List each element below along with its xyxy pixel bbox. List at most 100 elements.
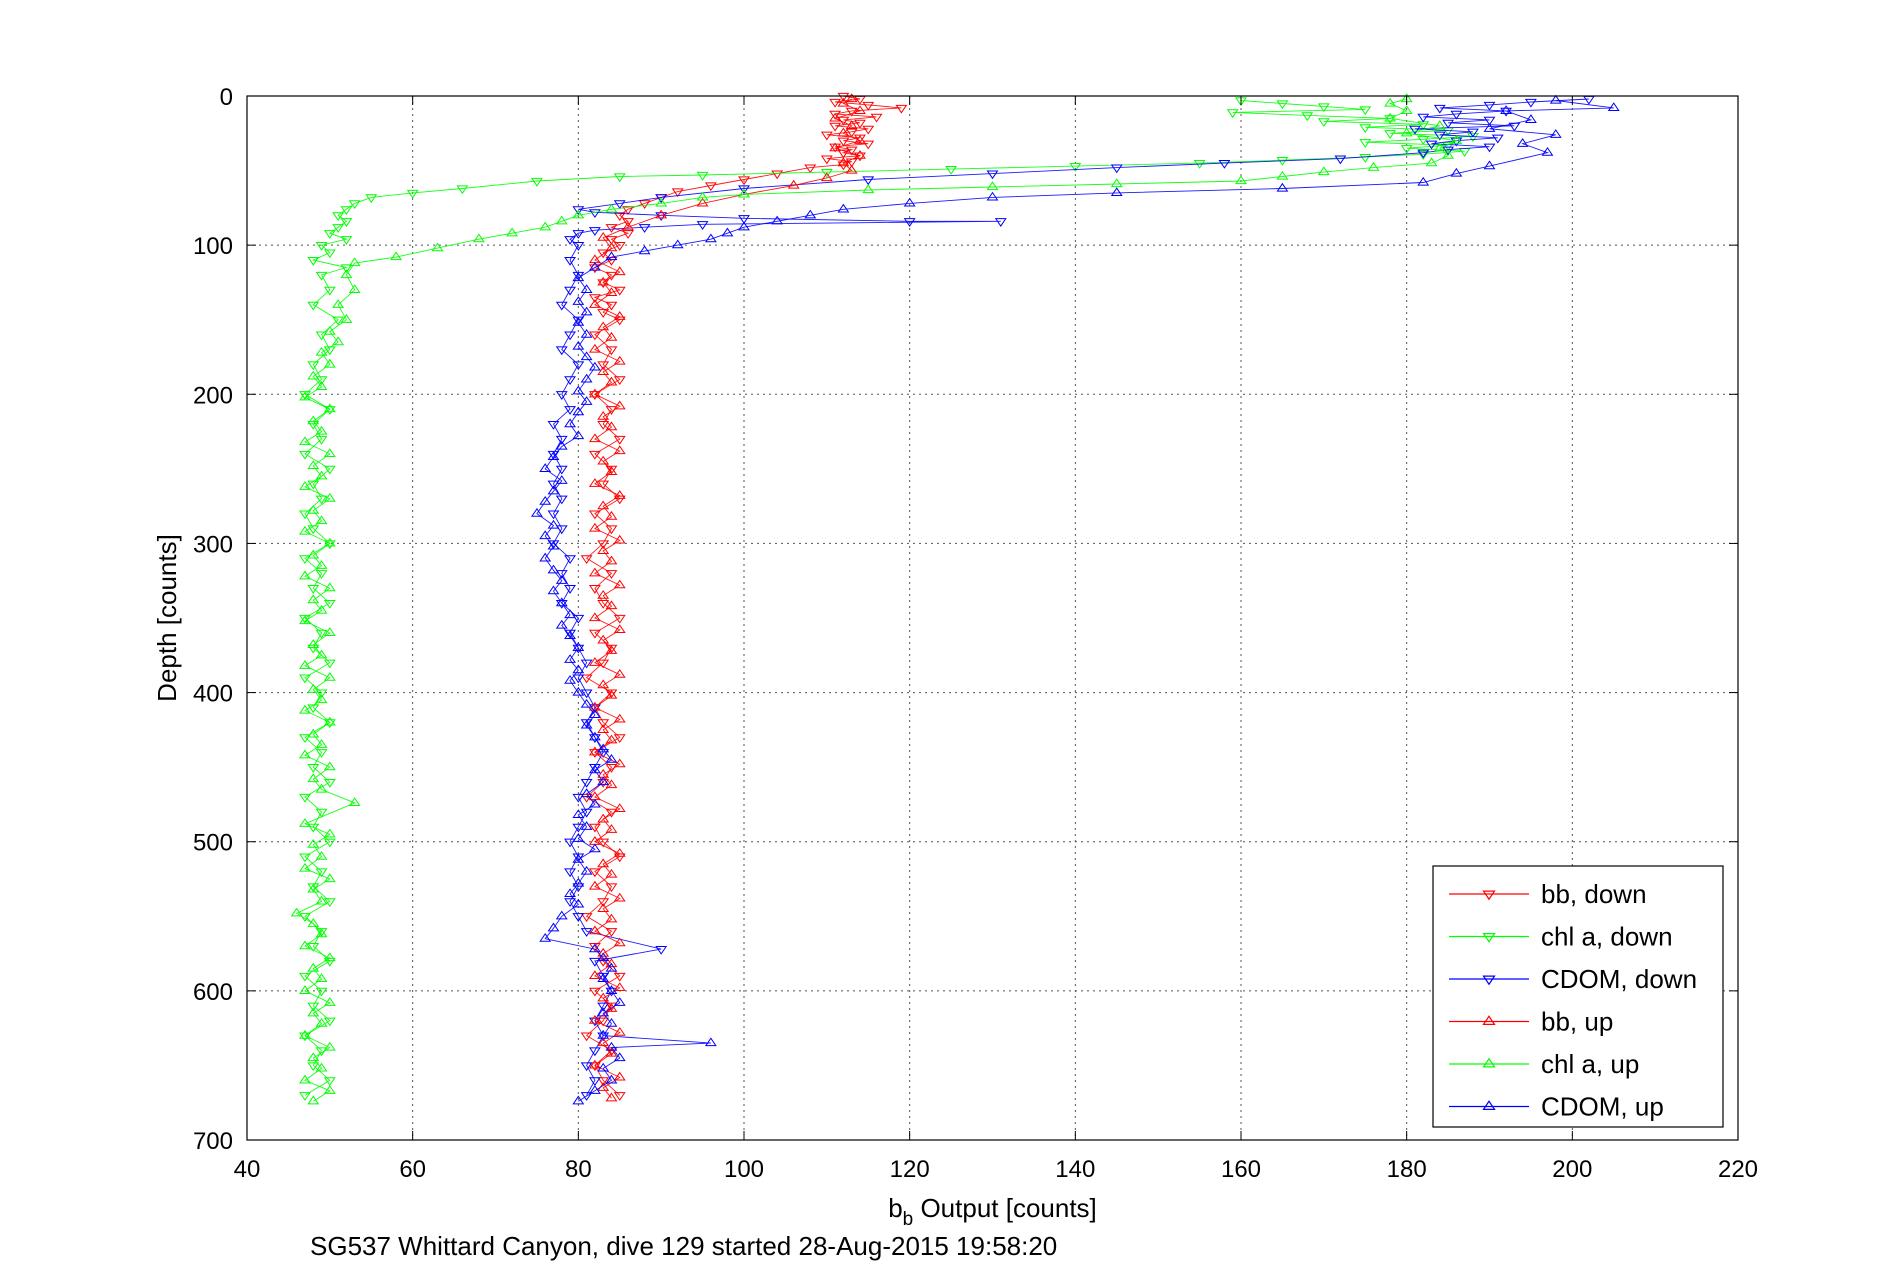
data-point [605, 203, 618, 213]
data-point [290, 907, 303, 917]
data-point [572, 674, 585, 684]
data-point [597, 232, 610, 241]
data-point [1425, 157, 1438, 167]
data-point [605, 883, 618, 893]
data-point [597, 1007, 610, 1017]
data-point [299, 972, 311, 982]
data-point [605, 1074, 618, 1084]
x-tick-label: 200 [1552, 1156, 1592, 1183]
data-point [1549, 94, 1562, 104]
data-point [580, 913, 593, 922]
data-point [332, 224, 345, 233]
data-point [580, 659, 593, 669]
legend-entry: bb, up [1449, 1007, 1613, 1037]
data-point [588, 957, 601, 967]
data-point [572, 296, 585, 305]
legend-swatch-marker [1482, 975, 1496, 986]
data-point [299, 853, 311, 863]
data-point [315, 783, 328, 793]
data-point [605, 645, 618, 654]
data-point [945, 165, 958, 175]
data-point [613, 758, 626, 768]
legend-swatch-marker [1482, 1100, 1496, 1110]
data-point [862, 125, 875, 135]
data-point [323, 582, 336, 592]
data-point [638, 200, 651, 210]
data-point [307, 962, 320, 972]
data-point [1500, 105, 1513, 115]
data-point [332, 336, 345, 346]
data-point [580, 306, 593, 316]
data-point [895, 104, 908, 114]
data-point [820, 168, 833, 178]
data-point [605, 331, 618, 341]
data-point [547, 510, 560, 520]
data-point [431, 242, 444, 252]
data-point [580, 719, 593, 729]
data-point [605, 824, 618, 833]
data-point [323, 286, 336, 296]
data-point [530, 177, 543, 187]
data-point [530, 507, 543, 517]
y-tick-label: 500 [193, 830, 233, 857]
data-point [655, 209, 668, 219]
legend-label: chl a, up [1541, 1049, 1639, 1079]
data-point [605, 958, 618, 968]
data-point [696, 171, 709, 181]
data-point [555, 495, 568, 505]
data-point [1359, 124, 1372, 133]
data-point [547, 585, 560, 595]
data-point [597, 421, 610, 430]
data-point [323, 671, 336, 681]
data-point [555, 910, 568, 920]
data-point [315, 895, 328, 905]
data-point [390, 251, 403, 261]
data-point [605, 510, 618, 520]
data-point [299, 555, 311, 565]
data-point [323, 952, 336, 962]
data-point [1417, 113, 1430, 123]
y-tick-label: 200 [193, 382, 233, 409]
data-point [588, 1077, 601, 1087]
data-point [613, 355, 626, 365]
data-point [613, 266, 626, 276]
data-point [588, 1059, 601, 1069]
data-point [539, 463, 552, 472]
data-point [307, 460, 320, 469]
data-point [1466, 128, 1479, 138]
data-point [299, 704, 311, 714]
data-point [588, 823, 601, 833]
data-point [315, 560, 328, 569]
data-point [588, 731, 601, 741]
data-point [1524, 114, 1537, 123]
data-point [588, 987, 601, 997]
data-point [605, 600, 618, 610]
data-point [323, 540, 336, 550]
data-point [580, 396, 593, 405]
data-point [597, 634, 610, 644]
data-point [597, 719, 610, 729]
data-point [340, 236, 353, 245]
data-point [572, 614, 585, 624]
legend-label: CDOM, up [1541, 1092, 1664, 1122]
data-point [845, 164, 858, 174]
data-point [555, 215, 568, 225]
data-point [307, 361, 320, 371]
data-point [299, 481, 311, 490]
data-point [572, 664, 585, 674]
data-point [1367, 161, 1380, 171]
data-point [588, 1047, 601, 1057]
data-point [597, 1017, 610, 1027]
data-point [1384, 112, 1397, 122]
legend-label: chl a, down [1541, 922, 1673, 952]
y-axis-label: Depth [counts] [152, 534, 182, 702]
data-point [315, 495, 328, 505]
data-point [315, 425, 328, 435]
data-point [597, 361, 610, 371]
data-point [994, 218, 1007, 227]
data-point [299, 793, 311, 803]
data-point [1483, 116, 1496, 126]
data-point [299, 436, 311, 446]
data-point [580, 788, 593, 798]
data-point [299, 615, 311, 625]
